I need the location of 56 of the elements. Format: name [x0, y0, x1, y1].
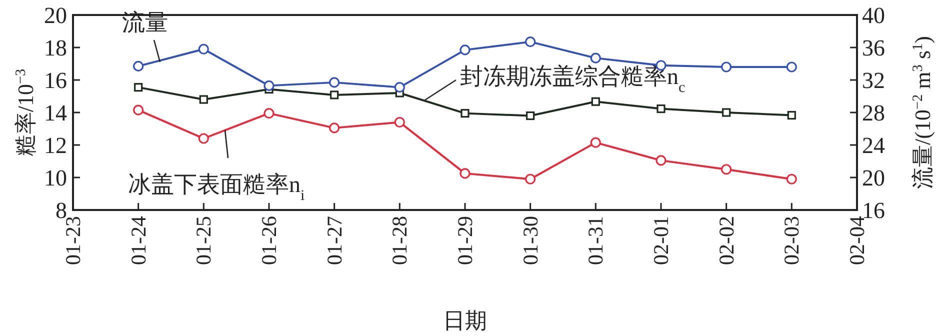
point	[264, 80, 274, 91]
y-tick-label: 14	[44, 100, 68, 126]
point	[198, 133, 209, 144]
point	[330, 90, 339, 100]
x-tick-label: 01-31	[584, 216, 608, 265]
point	[133, 60, 144, 72]
point	[656, 155, 666, 166]
point	[329, 122, 340, 134]
y-tick-label: 18	[44, 36, 67, 60]
point	[198, 44, 209, 54]
x-tick-label: 01-30	[518, 216, 542, 265]
point	[394, 116, 405, 128]
y-tick-label: 16	[44, 68, 67, 93]
point	[525, 174, 536, 184]
point	[590, 137, 601, 148]
y2-tick-label: 28	[862, 100, 885, 126]
y-tick-label: 12	[44, 133, 67, 158]
x-tick-label: 02-02	[714, 216, 738, 265]
y-tick-label: 10	[44, 166, 67, 190]
point	[526, 111, 535, 120]
y2-tick-label: 36	[862, 36, 885, 60]
x-tick-label: 02-01	[649, 216, 673, 265]
x-tick-label: 02-03	[780, 216, 804, 265]
point	[721, 62, 732, 72]
x-tick-label: 01-24	[126, 216, 150, 265]
point	[786, 62, 797, 72]
point	[656, 104, 666, 114]
point	[133, 104, 144, 116]
point	[721, 164, 732, 175]
x-tick-label: 01-28	[388, 216, 412, 265]
point	[394, 82, 405, 93]
point	[590, 52, 601, 64]
point	[460, 109, 470, 118]
y2-tick-label: 20	[862, 166, 885, 190]
text: 冰盖下表面糙率n$_{i}$	[128, 172, 305, 204]
point	[460, 168, 470, 179]
y-tick-label: 8	[56, 198, 67, 223]
point	[329, 77, 340, 88]
point	[722, 108, 731, 117]
point	[787, 110, 796, 120]
point	[525, 36, 536, 48]
point	[786, 174, 797, 184]
point	[591, 97, 600, 106]
x-tick-label: 01-26	[257, 216, 281, 265]
point	[264, 108, 274, 119]
point	[134, 83, 143, 92]
point	[199, 95, 208, 104]
y2-tick-label: 40	[862, 3, 885, 28]
y2-tick-label: 24	[862, 133, 886, 158]
x-axis-title: 日期	[443, 308, 487, 333]
x-tick-label: 01-29	[453, 216, 477, 265]
x-tick-label: 01-25	[192, 216, 216, 265]
y-tick-label: 20	[44, 3, 67, 28]
x-tick-label: 01-27	[322, 216, 346, 265]
y2-tick-label: 32	[862, 68, 885, 93]
point	[460, 44, 470, 56]
